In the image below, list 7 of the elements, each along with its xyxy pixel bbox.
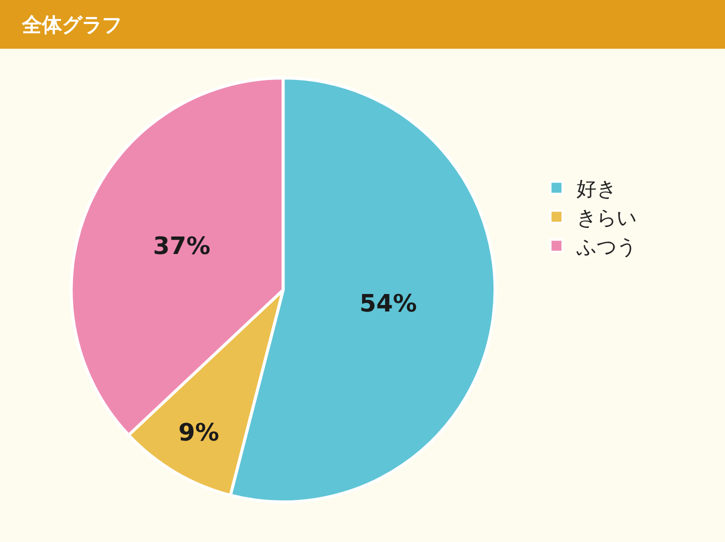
data-label: 37% — [152, 232, 210, 260]
chart-title: 全体グラフ — [20, 12, 122, 36]
data-label: 54% — [360, 289, 417, 318]
legend-label: ふつう — [576, 234, 636, 259]
data-label: 9% — [178, 418, 220, 447]
legend-label: 好き — [576, 176, 616, 201]
legend-label: きらい — [576, 206, 636, 230]
